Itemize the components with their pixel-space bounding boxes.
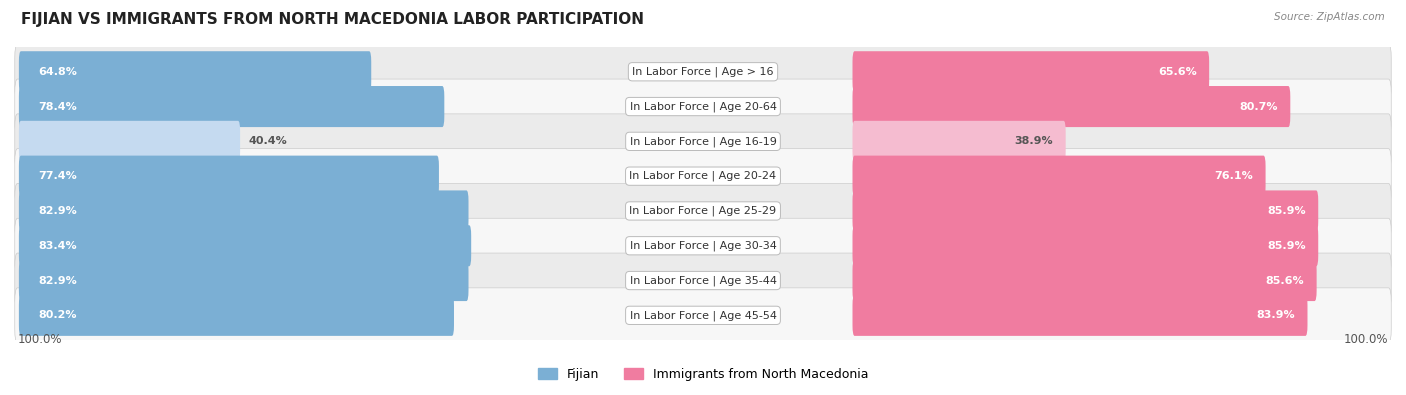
FancyBboxPatch shape (18, 295, 454, 336)
Text: In Labor Force | Age 25-29: In Labor Force | Age 25-29 (630, 206, 776, 216)
FancyBboxPatch shape (18, 86, 444, 127)
FancyBboxPatch shape (18, 190, 468, 231)
Text: 85.6%: 85.6% (1265, 276, 1305, 286)
FancyBboxPatch shape (18, 51, 371, 92)
Text: In Labor Force | Age 16-19: In Labor Force | Age 16-19 (630, 136, 776, 147)
Text: 82.9%: 82.9% (38, 276, 77, 286)
FancyBboxPatch shape (852, 51, 1209, 92)
Text: FIJIAN VS IMMIGRANTS FROM NORTH MACEDONIA LABOR PARTICIPATION: FIJIAN VS IMMIGRANTS FROM NORTH MACEDONI… (21, 12, 644, 27)
FancyBboxPatch shape (852, 121, 1066, 162)
Text: 83.4%: 83.4% (38, 241, 77, 251)
FancyBboxPatch shape (14, 288, 1392, 343)
FancyBboxPatch shape (852, 260, 1316, 301)
Text: 64.8%: 64.8% (38, 67, 77, 77)
Text: 78.4%: 78.4% (38, 102, 77, 111)
Text: 100.0%: 100.0% (17, 333, 62, 346)
FancyBboxPatch shape (14, 183, 1392, 239)
Text: 80.2%: 80.2% (38, 310, 77, 320)
Text: 80.7%: 80.7% (1240, 102, 1278, 111)
FancyBboxPatch shape (852, 156, 1265, 197)
Text: 76.1%: 76.1% (1215, 171, 1253, 181)
Text: 38.9%: 38.9% (1015, 136, 1053, 147)
Text: 65.6%: 65.6% (1159, 67, 1197, 77)
Text: 83.9%: 83.9% (1257, 310, 1295, 320)
Text: Source: ZipAtlas.com: Source: ZipAtlas.com (1274, 12, 1385, 22)
Text: 82.9%: 82.9% (38, 206, 77, 216)
FancyBboxPatch shape (18, 225, 471, 266)
Text: In Labor Force | Age 35-44: In Labor Force | Age 35-44 (630, 275, 776, 286)
Text: In Labor Force | Age 30-34: In Labor Force | Age 30-34 (630, 241, 776, 251)
Text: 100.0%: 100.0% (1344, 333, 1389, 346)
Text: In Labor Force | Age 45-54: In Labor Force | Age 45-54 (630, 310, 776, 321)
Text: 77.4%: 77.4% (38, 171, 77, 181)
FancyBboxPatch shape (14, 114, 1392, 169)
Legend: Fijian, Immigrants from North Macedonia: Fijian, Immigrants from North Macedonia (533, 363, 873, 386)
Text: In Labor Force | Age 20-24: In Labor Force | Age 20-24 (630, 171, 776, 181)
Text: In Labor Force | Age > 16: In Labor Force | Age > 16 (633, 66, 773, 77)
FancyBboxPatch shape (14, 79, 1392, 134)
FancyBboxPatch shape (18, 121, 240, 162)
Text: 85.9%: 85.9% (1267, 206, 1306, 216)
FancyBboxPatch shape (852, 225, 1319, 266)
FancyBboxPatch shape (18, 260, 468, 301)
Text: In Labor Force | Age 20-64: In Labor Force | Age 20-64 (630, 101, 776, 112)
FancyBboxPatch shape (14, 149, 1392, 204)
FancyBboxPatch shape (14, 44, 1392, 99)
FancyBboxPatch shape (852, 190, 1319, 231)
FancyBboxPatch shape (18, 156, 439, 197)
FancyBboxPatch shape (14, 253, 1392, 308)
Text: 85.9%: 85.9% (1267, 241, 1306, 251)
Text: 40.4%: 40.4% (249, 136, 287, 147)
FancyBboxPatch shape (14, 218, 1392, 273)
FancyBboxPatch shape (852, 86, 1291, 127)
FancyBboxPatch shape (852, 295, 1308, 336)
